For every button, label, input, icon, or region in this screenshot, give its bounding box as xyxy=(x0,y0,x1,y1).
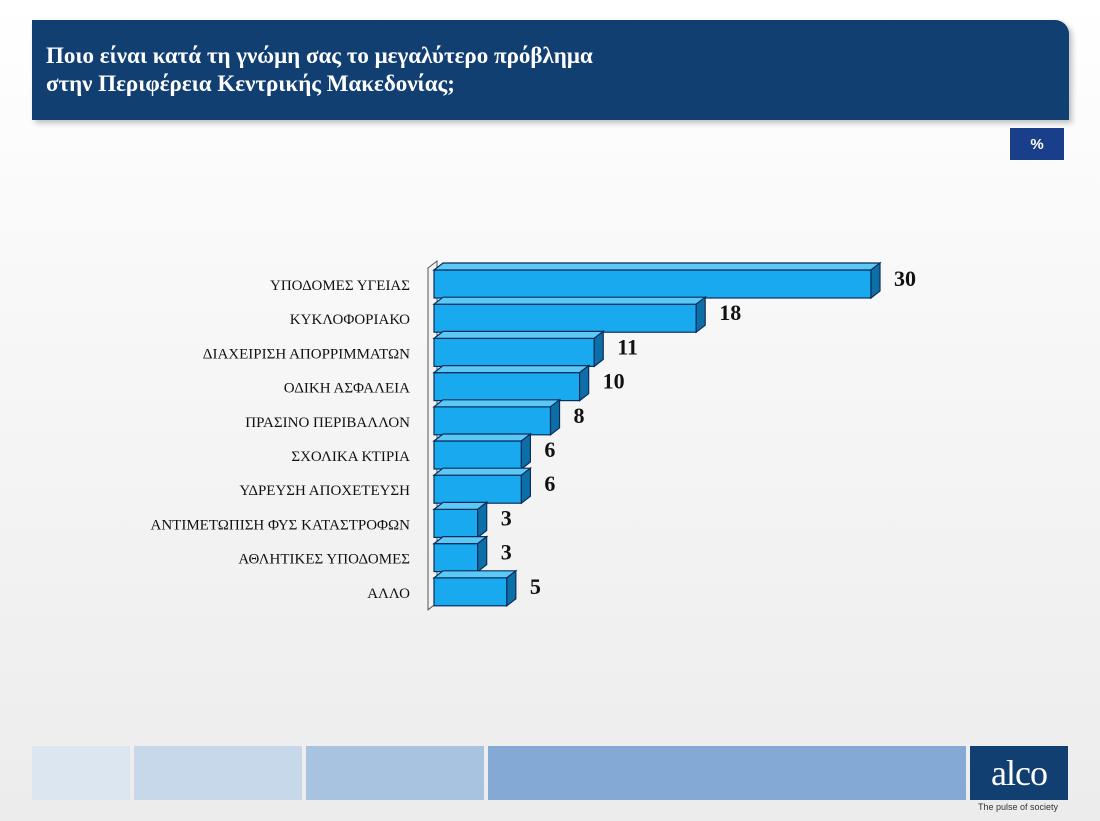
category-label: ΠΡΑΣΙΝΟ ΠΕΡΙΒΑΛΛΟΝ xyxy=(245,415,410,431)
bar xyxy=(432,398,562,437)
data-label: 5 xyxy=(530,574,541,599)
bar-side xyxy=(695,295,706,334)
bar-side xyxy=(870,261,881,300)
category-label: ΥΔΡΕΥΣΗ ΑΠΟΧΕΤΕΥΣΗ xyxy=(239,483,410,499)
footer-band-1 xyxy=(32,746,130,800)
bar xyxy=(432,295,707,334)
bar-front xyxy=(433,577,508,607)
bar-front xyxy=(433,337,595,367)
category-label: ΑΛΛΟ xyxy=(367,586,410,602)
data-label: 18 xyxy=(719,300,741,325)
bar-top xyxy=(432,433,533,442)
category-label: ΥΠΟΔΟΜΕΣ ΥΓΕΙΑΣ xyxy=(270,278,410,294)
category-label: ΟΔΙΚΗ ΑΣΦΑΛΕΙΑ xyxy=(284,381,410,397)
data-label: 11 xyxy=(617,334,638,359)
data-label: 6 xyxy=(544,471,555,496)
category-label: ΑΘΛΗΤΙΚΕΣ ΥΠΟΔΟΜΕΣ xyxy=(238,552,410,568)
data-label: 3 xyxy=(501,505,512,530)
bar xyxy=(432,432,533,471)
bar xyxy=(432,330,605,368)
bar-side xyxy=(593,330,604,368)
data-label: 8 xyxy=(574,403,585,428)
footer-band-3 xyxy=(306,746,484,800)
bar-front xyxy=(433,303,697,333)
bar-top xyxy=(432,467,533,476)
bar-side xyxy=(506,569,517,608)
bar-side xyxy=(477,535,488,573)
title-line-1: Ποιο είναι κατά τη γνώμη σας το μεγαλύτε… xyxy=(46,43,593,68)
bar-side xyxy=(520,432,532,471)
alco-logo: alco xyxy=(970,746,1068,800)
logo-tagline: The pulse of society xyxy=(978,802,1059,812)
bar-front xyxy=(433,440,523,470)
bar-front xyxy=(433,542,479,573)
bar-side xyxy=(477,501,488,539)
bar-front xyxy=(433,269,872,299)
bar xyxy=(432,466,533,505)
bar-side xyxy=(579,364,590,402)
title-line-2: στην Περιφέρεια Κεντρικής Μακεδονίας; xyxy=(46,71,455,96)
bar-top xyxy=(432,570,518,579)
data-label: 3 xyxy=(501,540,512,565)
bar xyxy=(432,535,489,573)
category-label: ΑΝΤΙΜΕΤΩΠΙΣΗ ΦΥΣ ΚΑΤΑΣΤΡΟΦΩΝ xyxy=(151,517,411,533)
bar-side xyxy=(549,398,561,437)
bar-top xyxy=(432,365,591,374)
footer-band-2 xyxy=(134,746,302,800)
bar-front xyxy=(433,474,523,504)
title-banner: Ποιο είναι κατά τη γνώμη σας το μεγαλύτε… xyxy=(32,20,1069,120)
bar-top xyxy=(432,330,605,339)
page-title: Ποιο είναι κατά τη γνώμη σας το μεγαλύτε… xyxy=(46,42,946,98)
category-label: ΚΥΚΛΟΦΟΡΙΑΚΟ xyxy=(290,312,410,328)
bar-front xyxy=(433,508,479,538)
bar xyxy=(432,261,882,300)
bar-front xyxy=(433,406,552,436)
bar xyxy=(432,569,518,608)
footer-band-4 xyxy=(488,746,966,800)
percent-badge: % xyxy=(1010,128,1064,160)
bar-top xyxy=(432,262,882,271)
data-label: 10 xyxy=(603,369,625,394)
bar xyxy=(432,364,591,402)
category-label: ΔΙΑΧΕΙΡΙΣΗ ΑΠΟΡΡΙΜΜΑΤΩΝ xyxy=(203,346,410,362)
bar-top xyxy=(432,296,707,305)
data-label: 6 xyxy=(544,437,555,462)
bar xyxy=(432,501,489,539)
data-label: 30 xyxy=(894,266,916,291)
bar-side xyxy=(520,466,532,505)
category-label: ΣΧΟΛΙΚΑ ΚΤΙΡΙΑ xyxy=(291,449,410,465)
bar-front xyxy=(433,372,581,402)
bar-top xyxy=(432,399,562,408)
